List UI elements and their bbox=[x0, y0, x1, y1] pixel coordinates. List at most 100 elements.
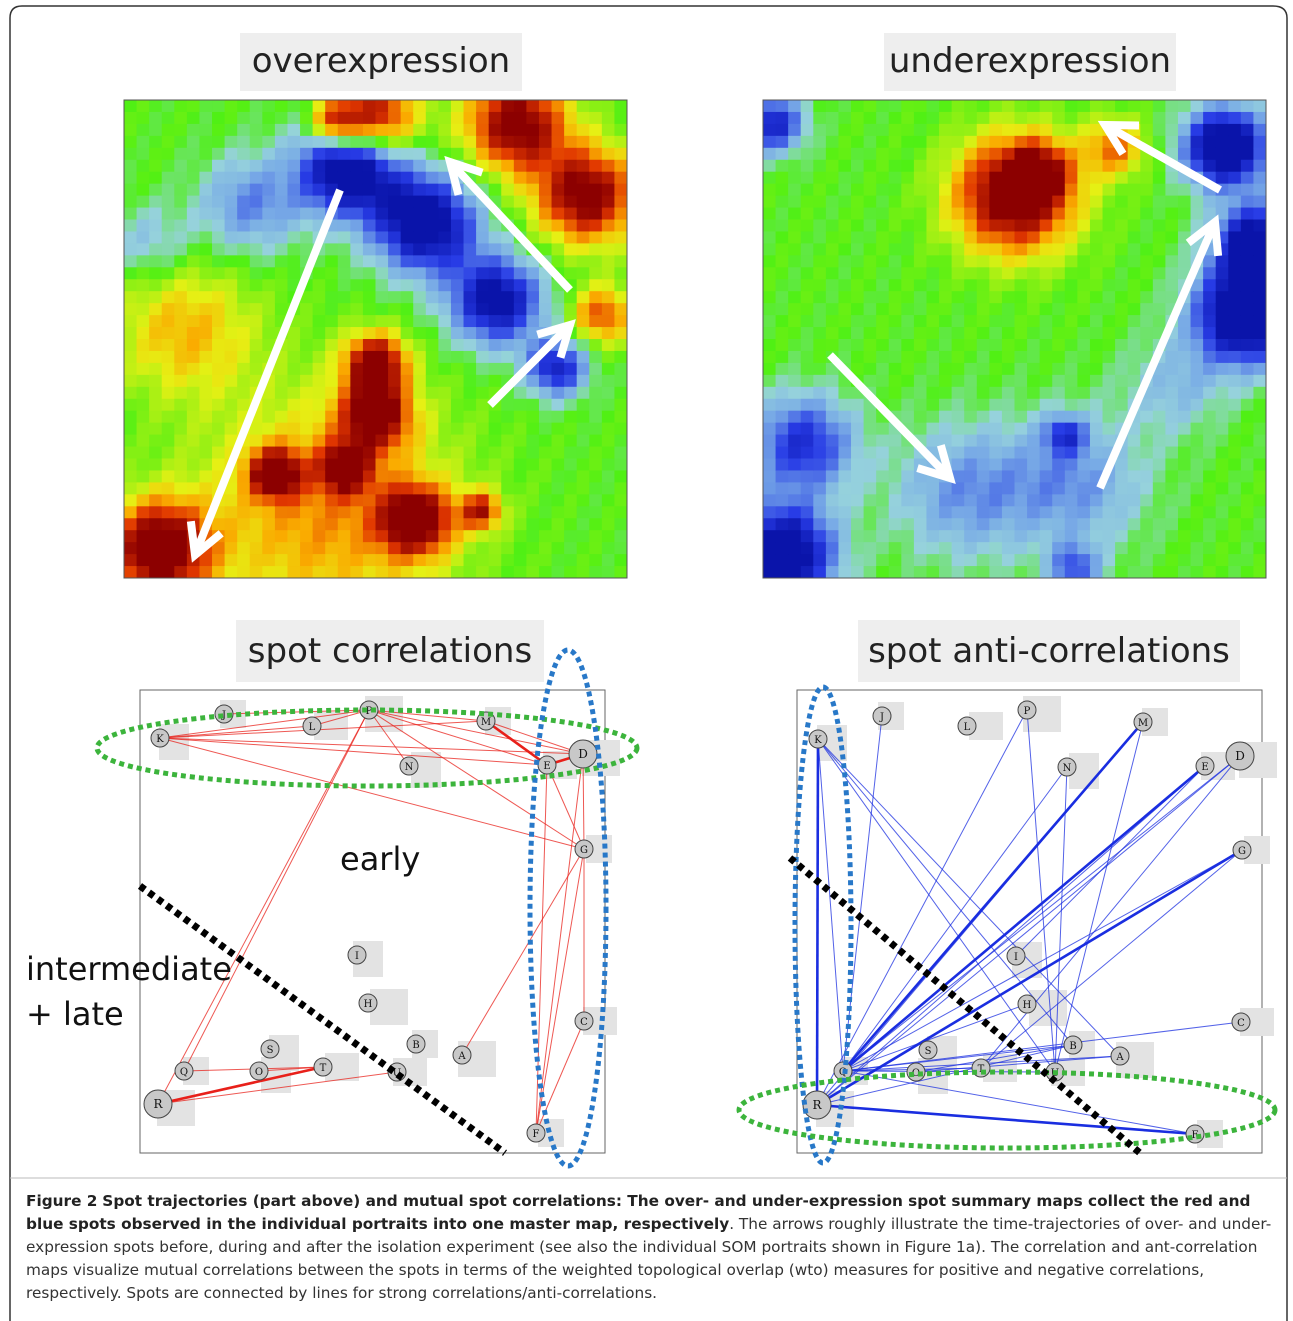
heat-cell bbox=[287, 410, 301, 424]
heat-cell bbox=[1089, 566, 1104, 579]
heat-cell bbox=[375, 506, 389, 519]
heat-cell bbox=[976, 147, 990, 161]
heat-cell bbox=[1152, 482, 1166, 495]
heat-cell bbox=[375, 458, 389, 471]
heat-cell bbox=[413, 506, 427, 519]
heat-cell bbox=[538, 100, 553, 113]
heat-cell bbox=[1001, 327, 1015, 340]
heat-cell bbox=[1240, 123, 1254, 137]
heat-cell bbox=[149, 458, 163, 471]
heat-cell bbox=[964, 398, 978, 412]
heat-cell bbox=[601, 434, 615, 448]
heat-cell bbox=[325, 482, 339, 495]
heat-cell bbox=[964, 100, 978, 113]
heat-cell bbox=[375, 542, 389, 555]
heat-cell bbox=[763, 255, 777, 268]
heat-cell bbox=[564, 542, 578, 555]
heat-cell bbox=[526, 446, 540, 459]
heat-cell bbox=[1215, 470, 1229, 483]
heat-cell bbox=[1102, 542, 1116, 555]
heat-cell bbox=[1165, 434, 1179, 448]
edge bbox=[159, 737, 584, 755]
heat-cell bbox=[375, 398, 389, 412]
heat-cell bbox=[287, 362, 301, 376]
heat-cell bbox=[300, 159, 314, 173]
heat-cell bbox=[1228, 362, 1242, 376]
heat-cell bbox=[576, 315, 590, 328]
panel-title: overexpression bbox=[252, 41, 510, 81]
heat-cell bbox=[287, 147, 301, 161]
heat-cell bbox=[1177, 350, 1192, 364]
heat-cell bbox=[186, 291, 200, 304]
heat-cell bbox=[300, 183, 314, 197]
heat-cell bbox=[951, 231, 965, 244]
heat-cell bbox=[1215, 303, 1229, 316]
heat-cell bbox=[576, 422, 590, 436]
heat-cell bbox=[1190, 554, 1204, 567]
heat-cell bbox=[1240, 147, 1254, 161]
heat-cell bbox=[249, 100, 263, 113]
heat-cell bbox=[788, 147, 802, 161]
heat-cell bbox=[939, 291, 953, 304]
heat-cell bbox=[951, 506, 965, 519]
heat-cell bbox=[1102, 267, 1116, 280]
heat-cell bbox=[763, 123, 777, 137]
heat-cell bbox=[1001, 219, 1015, 232]
heat-cell bbox=[249, 303, 263, 316]
heat-cell bbox=[813, 434, 827, 448]
heat-cell bbox=[1014, 446, 1028, 459]
heat-cell bbox=[851, 422, 865, 436]
heat-cell bbox=[1027, 386, 1041, 400]
heat-cell bbox=[1089, 159, 1104, 173]
heat-cell bbox=[312, 291, 326, 304]
heat-cell bbox=[312, 458, 326, 471]
heat-cell bbox=[388, 219, 402, 232]
heat-cell bbox=[526, 111, 540, 125]
heat-cell bbox=[337, 135, 351, 149]
heat-cell bbox=[901, 303, 915, 316]
heat-cell bbox=[1052, 446, 1066, 459]
heat-cell bbox=[136, 518, 150, 531]
heat-cell bbox=[249, 219, 263, 232]
heat-cell bbox=[476, 422, 490, 436]
heat-cell bbox=[1203, 159, 1217, 173]
heat-cell bbox=[1039, 207, 1053, 220]
heat-cell bbox=[1089, 374, 1104, 388]
heat-cell bbox=[186, 171, 200, 185]
heat-cell bbox=[976, 339, 990, 352]
heat-cell bbox=[876, 422, 890, 436]
heat-cell bbox=[564, 291, 578, 304]
heat-cell bbox=[813, 327, 827, 340]
heat-cell bbox=[1127, 434, 1141, 448]
heat-cell bbox=[800, 111, 814, 125]
heat-cell bbox=[312, 410, 326, 424]
heat-cell bbox=[1052, 458, 1066, 471]
heat-cell bbox=[149, 123, 163, 137]
heat-cell bbox=[312, 159, 326, 173]
heat-cell bbox=[413, 291, 427, 304]
heat-cell bbox=[1190, 279, 1204, 292]
heat-cell bbox=[287, 446, 301, 459]
heat-cell bbox=[224, 374, 238, 388]
heat-cell bbox=[262, 410, 276, 424]
heat-cell bbox=[775, 147, 789, 161]
heat-cell bbox=[951, 147, 965, 161]
heat-cell bbox=[362, 231, 376, 244]
heat-cell bbox=[989, 159, 1003, 173]
heat-cell bbox=[488, 255, 502, 268]
heat-cell bbox=[136, 207, 150, 220]
heat-cell bbox=[413, 350, 427, 364]
heat-cell bbox=[400, 147, 414, 161]
heat-cell bbox=[237, 195, 251, 209]
heat-cell bbox=[1127, 327, 1141, 340]
heat-cell bbox=[1077, 315, 1091, 328]
heat-cell bbox=[601, 123, 615, 137]
heat-cell bbox=[513, 494, 527, 507]
heat-cell bbox=[1140, 315, 1154, 328]
heat-cell bbox=[576, 327, 590, 340]
heat-cell bbox=[212, 339, 226, 352]
heat-cell bbox=[788, 279, 802, 292]
heat-cell bbox=[526, 542, 540, 555]
heat-cell bbox=[388, 350, 402, 364]
